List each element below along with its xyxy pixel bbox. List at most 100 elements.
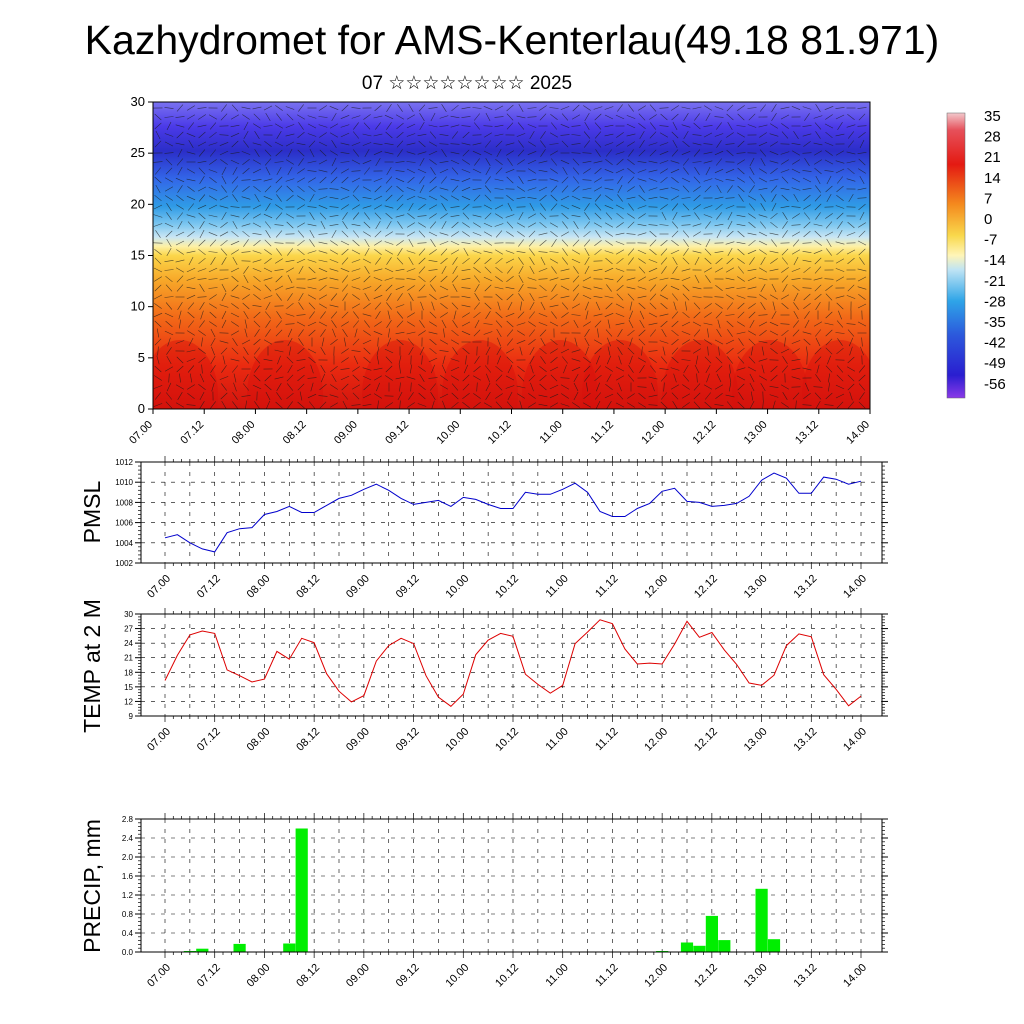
wind-barb (718, 346, 720, 356)
wind-barb (153, 204, 163, 210)
wind-barb (529, 248, 535, 256)
wind-barb (791, 224, 801, 226)
wind-barb (549, 150, 559, 156)
wind-barb (791, 376, 801, 380)
wind-barb (615, 204, 625, 210)
wind-barb (186, 178, 196, 182)
wind-barb (309, 229, 315, 239)
wind-barb (758, 177, 768, 183)
wind-barb (474, 158, 480, 166)
wind-barb (572, 185, 580, 193)
wind-barb (648, 277, 658, 281)
wind-barb (692, 286, 702, 290)
wind-barb (846, 124, 856, 128)
wind-barb (605, 231, 613, 237)
wind-barb (727, 329, 733, 337)
wind-barb (815, 104, 821, 112)
wind-barb (736, 331, 746, 335)
precip-bar (767, 939, 781, 952)
wind-barb (341, 392, 349, 400)
wind-barb (571, 125, 581, 127)
wind-barb (671, 221, 679, 229)
wind-barb (549, 222, 559, 228)
wind-barb (540, 337, 546, 347)
x-tick-label: 14.00 (841, 573, 869, 601)
wind-barb (714, 168, 724, 174)
wind-barb (725, 267, 735, 273)
wind-barb (847, 131, 855, 139)
wind-barb (417, 403, 427, 407)
wind-barb (758, 321, 768, 327)
wind-barb (770, 258, 778, 264)
wind-barb (473, 402, 481, 408)
wind-barb (439, 384, 449, 390)
wind-barb (551, 311, 557, 319)
wind-barb (538, 394, 548, 398)
wind-barb (461, 169, 471, 173)
wind-barb (562, 248, 568, 256)
wind-barb (244, 328, 248, 338)
wind-barb (604, 187, 614, 191)
wind-barb (859, 392, 865, 400)
wind-barb (736, 241, 746, 245)
warm-blob (582, 340, 658, 409)
wind-barb (561, 176, 569, 184)
heatmap-y-tick-label: 25 (131, 145, 145, 160)
wind-barb (364, 320, 370, 328)
wind-barb (714, 178, 724, 182)
wind-barb (539, 374, 547, 382)
wind-barb (582, 276, 592, 282)
wind-barb (560, 321, 570, 327)
wind-barb (374, 321, 382, 327)
wind-barb (857, 303, 867, 309)
wind-barb (517, 366, 525, 372)
wind-barb (704, 401, 712, 409)
wind-barb (397, 149, 403, 157)
wind-barb (330, 311, 338, 319)
wind-barb (518, 284, 524, 292)
wind-barb (825, 150, 833, 156)
wind-barb (153, 267, 163, 273)
wind-barb (815, 400, 821, 409)
wind-barb (450, 358, 460, 362)
wind-barb (594, 365, 602, 373)
wind-barb (484, 185, 492, 193)
wind-barb (528, 230, 536, 238)
wind-barb (329, 287, 339, 289)
wind-barb (628, 203, 634, 211)
wind-barb (593, 222, 603, 228)
wind-barb (584, 256, 590, 266)
wind-barb (847, 257, 855, 265)
wind-barb (451, 231, 459, 237)
wind-barb (672, 139, 678, 149)
wind-barb (363, 221, 371, 229)
wind-barb (330, 339, 338, 345)
wind-barb (761, 346, 765, 356)
wind-barb (340, 152, 350, 154)
wind-barb (769, 294, 779, 300)
wind-barb (638, 213, 646, 219)
panel-frame (140, 461, 883, 564)
wind-barb (648, 312, 658, 318)
wind-barb (297, 383, 305, 391)
wind-barb (276, 293, 282, 301)
wind-barb (166, 247, 172, 257)
wind-barb (341, 104, 349, 112)
wind-barb (825, 213, 833, 219)
wind-barb (165, 158, 173, 166)
wind-barb (461, 178, 471, 182)
wind-barb (759, 249, 767, 255)
wind-barb (472, 188, 482, 190)
wind-barb (199, 302, 205, 310)
wind-barb (506, 113, 514, 121)
wind-barb (406, 268, 416, 272)
wind-barb (847, 114, 855, 120)
heatmap-x-tick-label: 10.00 (434, 419, 462, 447)
wind-barb (241, 196, 251, 200)
wind-barb (737, 159, 745, 165)
wind-barb (176, 104, 184, 112)
wind-barb (682, 185, 690, 193)
wind-barb (230, 206, 240, 208)
wind-barb (330, 384, 338, 390)
